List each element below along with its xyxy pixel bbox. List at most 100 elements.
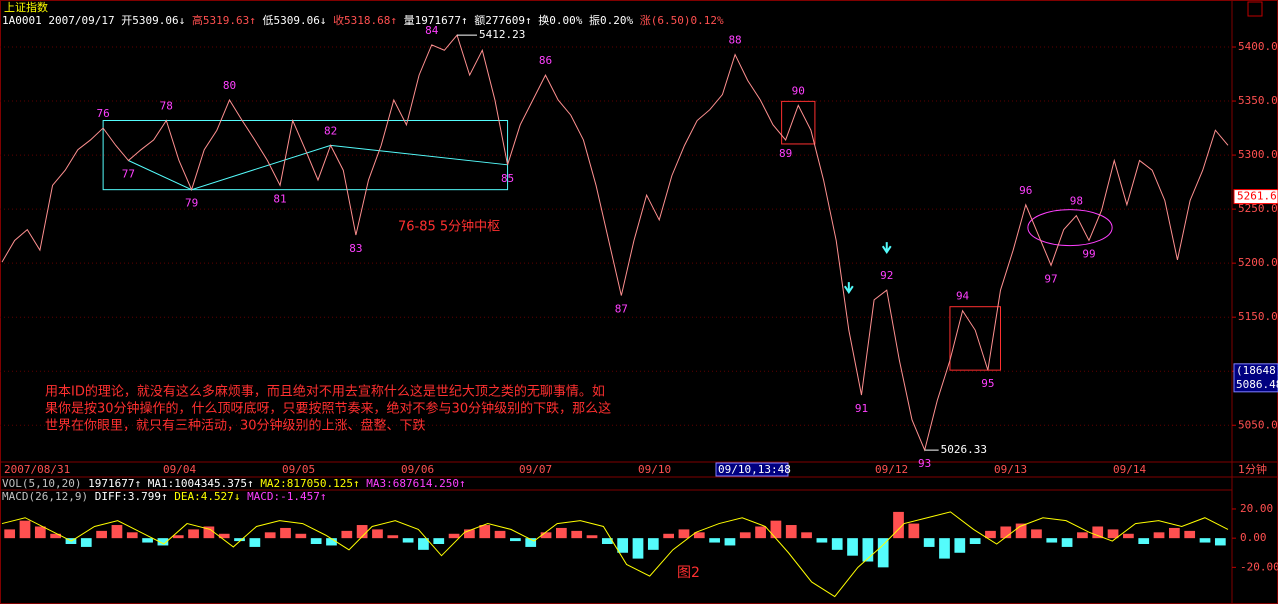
macd-bar [540,532,552,539]
macd-bar [356,525,368,539]
macd-bar [402,538,414,543]
macd-bar [954,538,966,553]
info-field: MA3:687614.250↑ [366,477,465,490]
x-tick-label: 09/14 [1113,463,1146,476]
wave-label: 91 [855,402,868,415]
macd-bar [1092,526,1104,539]
info-field: DIFF:3.799↑ [95,490,168,503]
y-tick-label: 5200.00 [1238,256,1278,269]
wave-label: 89 [779,147,792,160]
macd-bar [188,529,199,539]
info-field: 收5318.68↑ [333,13,397,27]
macd-bar [831,538,843,550]
cursor-price: 5086.48 [1236,378,1278,391]
macd-bar [847,538,858,556]
macd-bar [19,520,31,539]
macd-bar [939,538,950,559]
y-tick-label: 5400.00 [1238,40,1278,53]
vol-line: VOL(5,10,20) 1971677↑ MA1:1004345.375↑ M… [2,477,466,490]
macd-bar [1015,523,1027,539]
wave-label: 83 [349,242,362,255]
macd-bar [341,530,353,539]
macd-bar [1199,538,1211,543]
arrow [881,242,892,254]
cursor-box [1233,363,1278,393]
wave-label: 92 [880,269,893,282]
window-icon[interactable] [1247,1,1263,17]
wave-label: 81 [273,192,286,205]
wave-label: 98 [1070,195,1083,208]
macd-bar [755,526,766,539]
macd-bar [724,538,736,546]
macd-bar [1061,538,1073,547]
x-tick-label: 2007/08/31 [4,463,70,476]
info-field: 1A0001 [2,14,42,27]
macd-bar [1000,526,1012,539]
comment-line: 果你是按30分钟操作的，什么顶呀底呀，只要按照节奏来，绝对不参与30分钟级别的下… [45,401,611,417]
x-tick-label: 09/12 [875,463,908,476]
macd-bar [770,520,782,539]
macd-bar [1123,533,1134,539]
macd-bar [126,532,138,539]
x-tick-label: 09/10,13:48 [718,463,791,476]
macd-bar [433,538,445,544]
y-tick-label: 5300.00 [1238,148,1278,161]
macd-bar [249,538,261,547]
wave-label: 76 [96,107,109,120]
macd-bar [203,526,215,539]
y-tick-label: 5150.00 [1238,310,1278,323]
macd-bar [969,538,981,544]
cursor-date-box [715,462,789,477]
wave-label: 96 [1019,184,1032,197]
title: 上证指数 [4,0,48,14]
wave-label: 93 [918,457,931,470]
macd-bar [4,529,16,539]
info-field: VOL(5,10,20) [2,477,81,490]
macd-bar [739,532,751,539]
macd-bar [172,535,184,539]
macd-bar [601,538,613,544]
macd-bar [862,538,874,562]
macd-bar [494,530,506,539]
y-tick-label: 20.00 [1240,502,1273,515]
macd-bar [310,538,322,544]
high-label: 5412.23 [479,28,525,41]
macd-bar [326,538,337,546]
price-line [1,34,1229,452]
comment-line: 用本ID的理论，就没有这么多麻烦事，而且绝对不用去宣称什么这是世纪大顶之类的无聊… [45,384,605,400]
macd-bar [785,525,797,539]
macd-bar [464,529,475,539]
info-field: 低5309.06↓ [262,14,326,27]
y-tick-label: -20.00 [1240,560,1278,573]
y-tick-label: 5350.00 [1238,94,1278,107]
arrow [843,282,854,294]
macd-bar [1107,529,1119,539]
quote-line: 1A0001 2007/09/17 开5309.06↓ 高5319.63↑ 低5… [2,13,724,27]
period-label: 1分钟 [1238,462,1267,476]
y-tick-label: 5250.00 [1238,202,1278,215]
last-price-box [1233,189,1278,205]
macd-bar [571,530,583,539]
wave-label: 99 [1082,247,1095,260]
macd-bar [111,525,123,539]
macd-bar [985,530,996,539]
macd-bar [1184,530,1196,539]
wave-label: 87 [615,303,628,316]
x-tick-label: 09/13 [994,463,1027,476]
note: 76-85 5分钟中枢 [398,219,500,235]
macd-bar [632,538,644,559]
info-field: 1971677↑ [88,477,141,490]
macd-bar [295,533,307,539]
macd-bar [1168,527,1180,539]
macd-bar [709,538,720,543]
wave-label: 85 [501,172,514,185]
macd-bar [923,538,935,547]
y-tick-label: 5050.00 [1238,418,1278,431]
info-field: 额277609↑ [474,14,531,27]
last-price: 5261.6 [1237,190,1277,203]
info-field: 量1971677↑ [404,14,468,27]
caption: 图2 [677,565,700,581]
macd-bar [96,530,107,539]
